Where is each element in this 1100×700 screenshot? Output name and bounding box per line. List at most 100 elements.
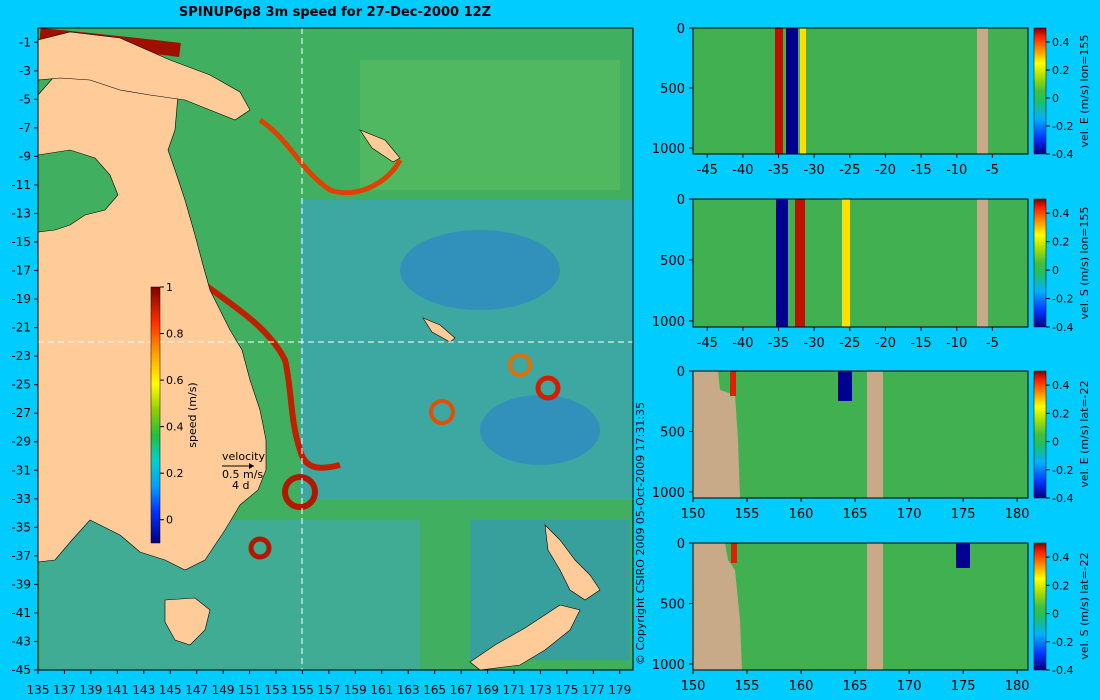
section-colorbar-tick-label: -0.2 — [1052, 636, 1073, 649]
section-4-plot — [693, 543, 1028, 670]
section-2-colorbar-ticks: 0.4 0.2 0 -0.2 -0.4 — [1046, 207, 1073, 334]
map-y-tick-label: -31 — [11, 463, 31, 477]
map-y-tick-label: -25 — [11, 378, 31, 392]
section-x-tick-label: -25 — [839, 163, 860, 178]
map-x-tick-label: 161 — [370, 683, 393, 697]
section-4-eddy-blue — [956, 543, 970, 568]
map-y-tick-label: -39 — [11, 577, 31, 591]
section-colorbar-tick-label: 0.2 — [1052, 407, 1070, 420]
section-y-tick-label: 500 — [660, 425, 685, 440]
map-y-tick-label: -1 — [19, 35, 31, 49]
chart-title: SPINUP6p8 3m speed for 27-Dec-2000 12Z — [179, 5, 491, 20]
eddy-3 — [429, 399, 455, 425]
map-y-tick-label: -23 — [11, 349, 31, 363]
section-4-frame — [692, 542, 1029, 671]
section-colorbar-tick-label: 0 — [1052, 264, 1059, 277]
section-3-colorbar-ticks: 0.4 0.2 0 -0.2 -0.4 — [1046, 379, 1073, 505]
cape-york-gulf — [37, 149, 119, 233]
section-3-plot — [693, 371, 1028, 498]
map-colorbar-tick-label: 1 — [166, 281, 173, 294]
eddy-5 — [508, 353, 532, 377]
map-x-tick-label: 179 — [608, 683, 631, 697]
section-x-tick-label: 165 — [843, 507, 868, 522]
map-panel: 135 137 139 141 143 145 147 149 151 153 155 157 159 1… — [11, 27, 634, 697]
section-1-y-ticks: 0 500 1000 — [652, 22, 693, 157]
section-1-colorbar-label: vel. E (m/s) lon=155 — [1078, 35, 1091, 148]
section-4-colorbar-ticks: 0.4 0.2 0 -0.2 -0.4 — [1046, 551, 1073, 677]
velocity-key-arrowhead — [249, 463, 254, 469]
section-2-plot — [693, 199, 1028, 327]
map-x-tick-label: 137 — [53, 683, 76, 697]
section-3-frame — [692, 370, 1029, 499]
section-4-land-mid — [867, 543, 883, 670]
section-3-land-west — [693, 371, 740, 498]
map-y-tick-label: -27 — [11, 406, 31, 420]
section-1-plot — [693, 28, 1028, 154]
section-colorbar-tick-label: -0.2 — [1052, 464, 1073, 477]
map-y-tick-label: -41 — [11, 606, 31, 620]
section-x-tick-label: 180 — [1005, 507, 1030, 522]
section-x-tick-label: 165 — [843, 679, 868, 694]
section-2-frame — [692, 198, 1029, 328]
section-colorbar-tick-label: 0.4 — [1052, 551, 1070, 564]
map-x-tick-label: 169 — [476, 683, 499, 697]
section-x-tick-label: -15 — [910, 163, 931, 178]
section-y-tick-label: 0 — [677, 22, 685, 37]
map-y-tick-label: -3 — [19, 64, 31, 78]
jet-coral-sea — [258, 117, 403, 196]
section-colorbar-tick-label: -0.4 — [1052, 492, 1073, 505]
eddy-4 — [535, 375, 561, 401]
section-x-tick-label: -30 — [804, 163, 825, 178]
section-x-tick-label: -45 — [697, 336, 718, 351]
section-3-x-ticks: 150 155 160 165 170 175 180 — [681, 498, 1030, 522]
map-x-tick-label: 163 — [397, 683, 420, 697]
map-y-tick-label: -5 — [19, 92, 31, 106]
map-y-tick-label: -9 — [19, 149, 31, 163]
map-y-tick-label: -11 — [11, 178, 31, 192]
section-colorbar-tick-label: 0 — [1052, 608, 1059, 621]
section-2-colorbar-label: vel. S (m/s) lon=155 — [1078, 206, 1091, 319]
section-colorbar-tick-label: 0 — [1052, 92, 1059, 105]
section-colorbar-tick-label: -0.2 — [1052, 293, 1073, 306]
map-frame — [37, 27, 634, 671]
map-y-tick-label: -15 — [11, 235, 31, 249]
section-x-tick-label: 175 — [951, 679, 976, 694]
map-x-tick-label: 139 — [79, 683, 102, 697]
new-guinea-land — [37, 31, 251, 121]
section-y-tick-label: 1000 — [652, 658, 685, 673]
map-x-tick-label: 157 — [317, 683, 340, 697]
section-4-colorbar-label: vel. S (m/s) lat=-22 — [1078, 552, 1091, 659]
map-colorbar-label: speed (m/s) — [186, 382, 199, 447]
section-colorbar-tick-label: 0.2 — [1052, 236, 1070, 249]
section-3-eddy-red — [730, 371, 736, 396]
section-colorbar-tick-label: 0.4 — [1052, 36, 1070, 49]
map-y-tick-label: -37 — [11, 549, 31, 563]
section-y-tick-label: 500 — [660, 597, 685, 612]
section-x-tick-label: 170 — [897, 507, 922, 522]
map-y-ticks: -1 -3 -5 -7 -9 -11 -13 -15 -17 -19 -21 -23 -25 -27 -29… — [11, 35, 38, 677]
section-x-tick-label: -20 — [875, 163, 896, 178]
section-panel-3: 150 155 160 165 170 175 180 0 500 1000 0.4 0.2 0 -0… — [652, 365, 1091, 522]
new-zealand-south-land — [469, 604, 581, 671]
section-3-land-mid — [867, 371, 883, 498]
section-x-tick-label: 150 — [681, 679, 706, 694]
map-x-tick-label: 153 — [265, 683, 288, 697]
map-y-tick-label: -35 — [11, 520, 31, 534]
section-1-band-yellow — [800, 28, 806, 154]
section-4-colorbar — [1033, 542, 1047, 671]
section-4-x-ticks: 150 155 160 165 170 175 180 — [681, 670, 1030, 694]
velocity-key-duration: 4 d — [232, 479, 249, 492]
section-x-tick-label: -10 — [946, 336, 967, 351]
section-x-tick-label: -25 — [839, 336, 860, 351]
velocity-key-speed: 0.5 m/s — [222, 468, 263, 481]
section-2-band-blue — [776, 199, 788, 327]
section-2-x-ticks: -45 -40 -35 -30 -25 -20 -15 -10 -5 — [697, 327, 999, 351]
section-1-x-ticks: -45 -40 -35 -30 -25 -20 -15 -10 -5 — [697, 154, 999, 178]
section-x-tick-label: 175 — [951, 507, 976, 522]
map-x-ticks: 135 137 139 141 143 145 147 149 151 153 155 157 159 1… — [27, 670, 631, 697]
section-1-land — [977, 28, 988, 154]
section-3-colorbar — [1033, 370, 1047, 499]
section-y-tick-label: 0 — [677, 193, 685, 208]
section-4-y-ticks: 0 500 1000 — [652, 537, 693, 673]
section-x-tick-label: -15 — [910, 336, 931, 351]
